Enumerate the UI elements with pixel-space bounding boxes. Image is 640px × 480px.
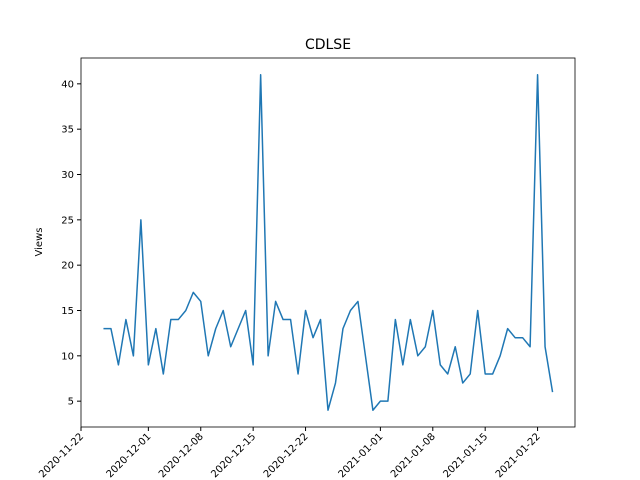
- y-tick-label: 20: [61, 261, 74, 272]
- y-tick-label: 10: [61, 351, 74, 362]
- y-axis-label: Views: [34, 228, 45, 257]
- y-tick-label: 25: [61, 215, 74, 226]
- y-tick-label: 15: [61, 306, 74, 317]
- y-tick-label: 40: [61, 79, 74, 90]
- y-tick-label: 5: [68, 397, 74, 408]
- line: [103, 74, 554, 411]
- y-tick-label: 30: [61, 170, 74, 181]
- plot-frame: [80, 57, 576, 428]
- chart-title: CDLSE: [305, 37, 351, 53]
- y-tick-label: 35: [61, 125, 74, 136]
